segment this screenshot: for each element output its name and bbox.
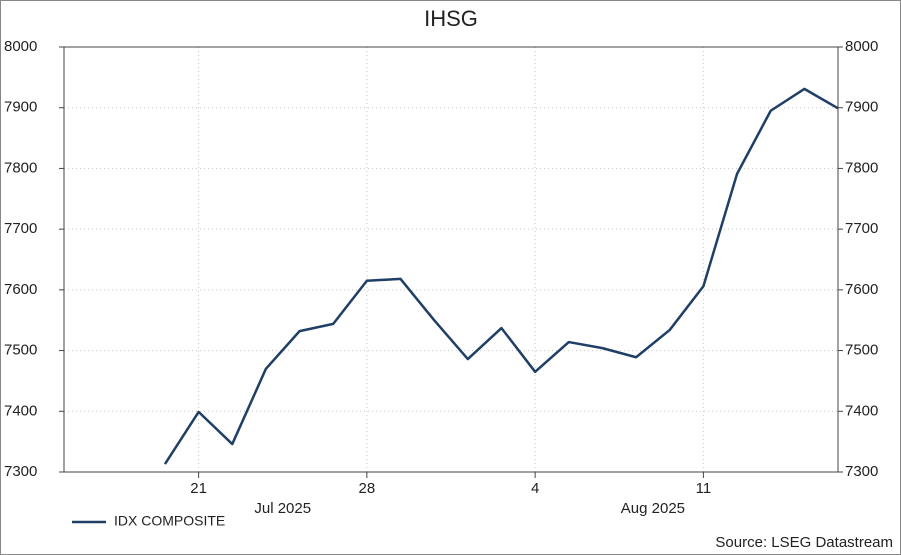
x-tick-label: 28: [359, 480, 376, 497]
y-tick-label: 8000: [4, 38, 37, 55]
y2-tick-label: 8000: [845, 38, 878, 55]
y-tick-label: 7300: [4, 463, 37, 480]
x-tick-label: 21: [190, 480, 207, 497]
y-tick-label: 7400: [4, 402, 37, 419]
plot-border: [63, 46, 839, 473]
y2-tick-label: 7500: [845, 342, 878, 359]
y-tick-label: 7600: [4, 281, 37, 298]
y2-tick-label: 7800: [845, 159, 878, 176]
y2-tick-label: 7700: [845, 220, 878, 237]
series-line: [163, 87, 839, 465]
y2-tick-label: 7400: [845, 402, 878, 419]
y2-tick-label: 7900: [845, 99, 878, 116]
source: Source: LSEG Datastream: [715, 534, 893, 551]
y-tick-label: 7900: [4, 99, 37, 116]
y-tick-label: 7800: [4, 159, 37, 176]
y-tick-label: 7500: [4, 342, 37, 359]
y2-tick-label: 7600: [845, 281, 878, 298]
month-label: Aug 2025: [621, 500, 685, 517]
x-tick-label: 11: [696, 480, 712, 497]
legend-label: IDX COMPOSITE: [114, 513, 225, 529]
y2-tick-label: 7300: [845, 463, 878, 480]
chart-title: IHSG: [424, 6, 478, 31]
y-tick-label: 7700: [4, 220, 37, 237]
x-tick-label: 4: [531, 480, 539, 497]
month-label: Jul 2025: [254, 500, 311, 517]
